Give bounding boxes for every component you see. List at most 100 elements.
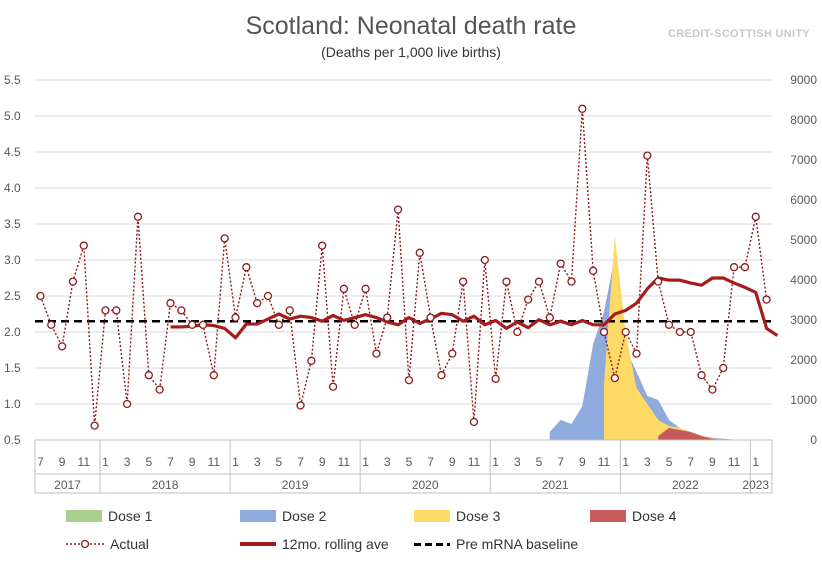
chart-subtitle: (Deaths per 1,000 live births) (321, 44, 501, 60)
x-year-label: 2017 (54, 478, 81, 492)
y-left-tick-label: 1.5 (4, 361, 21, 375)
actual-point (133, 212, 143, 221)
x-month-tick-label: 5 (276, 455, 283, 469)
actual-point (697, 371, 706, 380)
x-month-tick-label: 7 (37, 455, 44, 469)
y-left-tick-label: 2.5 (4, 289, 21, 303)
actual-point (415, 248, 424, 257)
legend-baseline-marker (414, 542, 450, 546)
x-month-tick-label: 7 (167, 455, 174, 469)
actual-point (729, 263, 739, 272)
y-right-tick-label: 1000 (790, 393, 817, 407)
x-month-tick-label: 7 (427, 455, 434, 469)
actual-point (502, 277, 511, 286)
y-right-tick-label: 6000 (790, 193, 817, 207)
legend-dose3-label: Dose 3 (456, 508, 501, 524)
legend-dose4-swatch (590, 510, 626, 522)
actual-point (632, 349, 641, 358)
actual-point (318, 241, 327, 250)
y-right-tick-label: 0 (810, 433, 817, 447)
actual-point (664, 320, 674, 329)
x-month-tick-label: 1 (752, 455, 759, 469)
actual-point (79, 241, 88, 250)
actual-point (751, 212, 760, 221)
actual-point (383, 313, 392, 322)
legend-rolling: 12mo. rolling ave (240, 536, 389, 552)
y-left-tick-label: 0.5 (4, 433, 21, 447)
x-month-tick-label: 11 (338, 455, 351, 469)
x-month-tick-label: 11 (598, 455, 611, 469)
actual-point (209, 371, 218, 380)
x-year-label: 2023 (742, 478, 769, 492)
x-year-label: 2021 (542, 478, 569, 492)
chart-title: Scotland: Neonatal death rate (245, 12, 577, 40)
actual-point (675, 327, 685, 337)
y-left-tick-label: 3.5 (4, 217, 21, 231)
legend-dose3: Dose 3 (414, 508, 500, 524)
y-right-tick-label: 8000 (790, 113, 817, 127)
x-year-label: 2022 (672, 478, 699, 492)
actual-point (523, 295, 533, 304)
x-month-tick-label: 3 (514, 455, 521, 469)
y-left-tick-label: 1.0 (4, 397, 21, 411)
actual-point (285, 306, 294, 315)
actual-point (166, 299, 175, 308)
x-month-tick-label: 5 (666, 455, 673, 469)
actual-point (393, 205, 403, 214)
actual-point (567, 277, 576, 286)
x-month-tick-label: 3 (124, 455, 131, 469)
y-left-tick-label: 5.5 (4, 73, 21, 87)
actual-point (101, 306, 110, 315)
legend-actual-label: Actual (110, 536, 149, 552)
x-month-tick-label: 3 (644, 455, 651, 469)
x-month-tick-label: 9 (189, 455, 196, 469)
actual-point (253, 299, 262, 308)
actual-point (610, 373, 619, 383)
actual-point (47, 320, 56, 329)
legend-baseline-label: Pre mRNA baseline (456, 536, 579, 552)
y-left-tick-label: 5.0 (4, 109, 21, 123)
y-left-tick-label: 2.0 (4, 325, 21, 339)
actual-point (274, 320, 284, 329)
actual-point (426, 313, 435, 322)
actual-point (307, 356, 316, 365)
legend-rolling-label: 12mo. rolling ave (282, 536, 389, 552)
actual-point (90, 421, 99, 430)
x-year-label: 2020 (412, 478, 439, 492)
rolling-average-line (170, 276, 779, 340)
y-right-tick-label: 5000 (790, 233, 817, 247)
y-right-tick-label: 2000 (790, 353, 817, 367)
actual-point (708, 385, 717, 394)
actual-point (469, 417, 479, 427)
actual-point (578, 104, 587, 113)
actual-point (491, 374, 500, 383)
credit-label: CREDIT-SCOTTISH UNITY (668, 28, 810, 40)
actual-point (437, 371, 446, 380)
x-month-tick-label: 3 (384, 455, 391, 469)
legend-dose2-swatch (240, 510, 276, 522)
x-month-tick-label: 1 (622, 455, 629, 469)
x-month-tick-label: 11 (78, 455, 91, 469)
x-month-tick-label: 7 (687, 455, 694, 469)
actual-point (621, 327, 630, 337)
actual-point (458, 277, 468, 286)
y-right-tick-label: 3000 (790, 313, 817, 327)
x-month-tick-label: 9 (579, 455, 586, 469)
legend-dose1: Dose 1 (66, 508, 152, 524)
x-month-tick-label: 11 (468, 455, 481, 469)
x-year-label: 2019 (282, 478, 309, 492)
x-month-tick-label: 9 (449, 455, 456, 469)
legend-dose1-label: Dose 1 (108, 508, 153, 524)
actual-point (242, 263, 251, 272)
legend-baseline: Pre mRNA baseline (414, 536, 578, 552)
legend-dose2-label: Dose 2 (282, 508, 327, 524)
actual-point (155, 385, 164, 394)
actual-point (513, 327, 522, 337)
actual-point (36, 291, 45, 301)
actual-point (545, 313, 554, 322)
x-month-tick-label: 9 (59, 455, 66, 469)
actual-point (350, 320, 359, 329)
legend-dose4-label: Dose 4 (632, 508, 677, 524)
area-dose-2 (549, 256, 745, 440)
